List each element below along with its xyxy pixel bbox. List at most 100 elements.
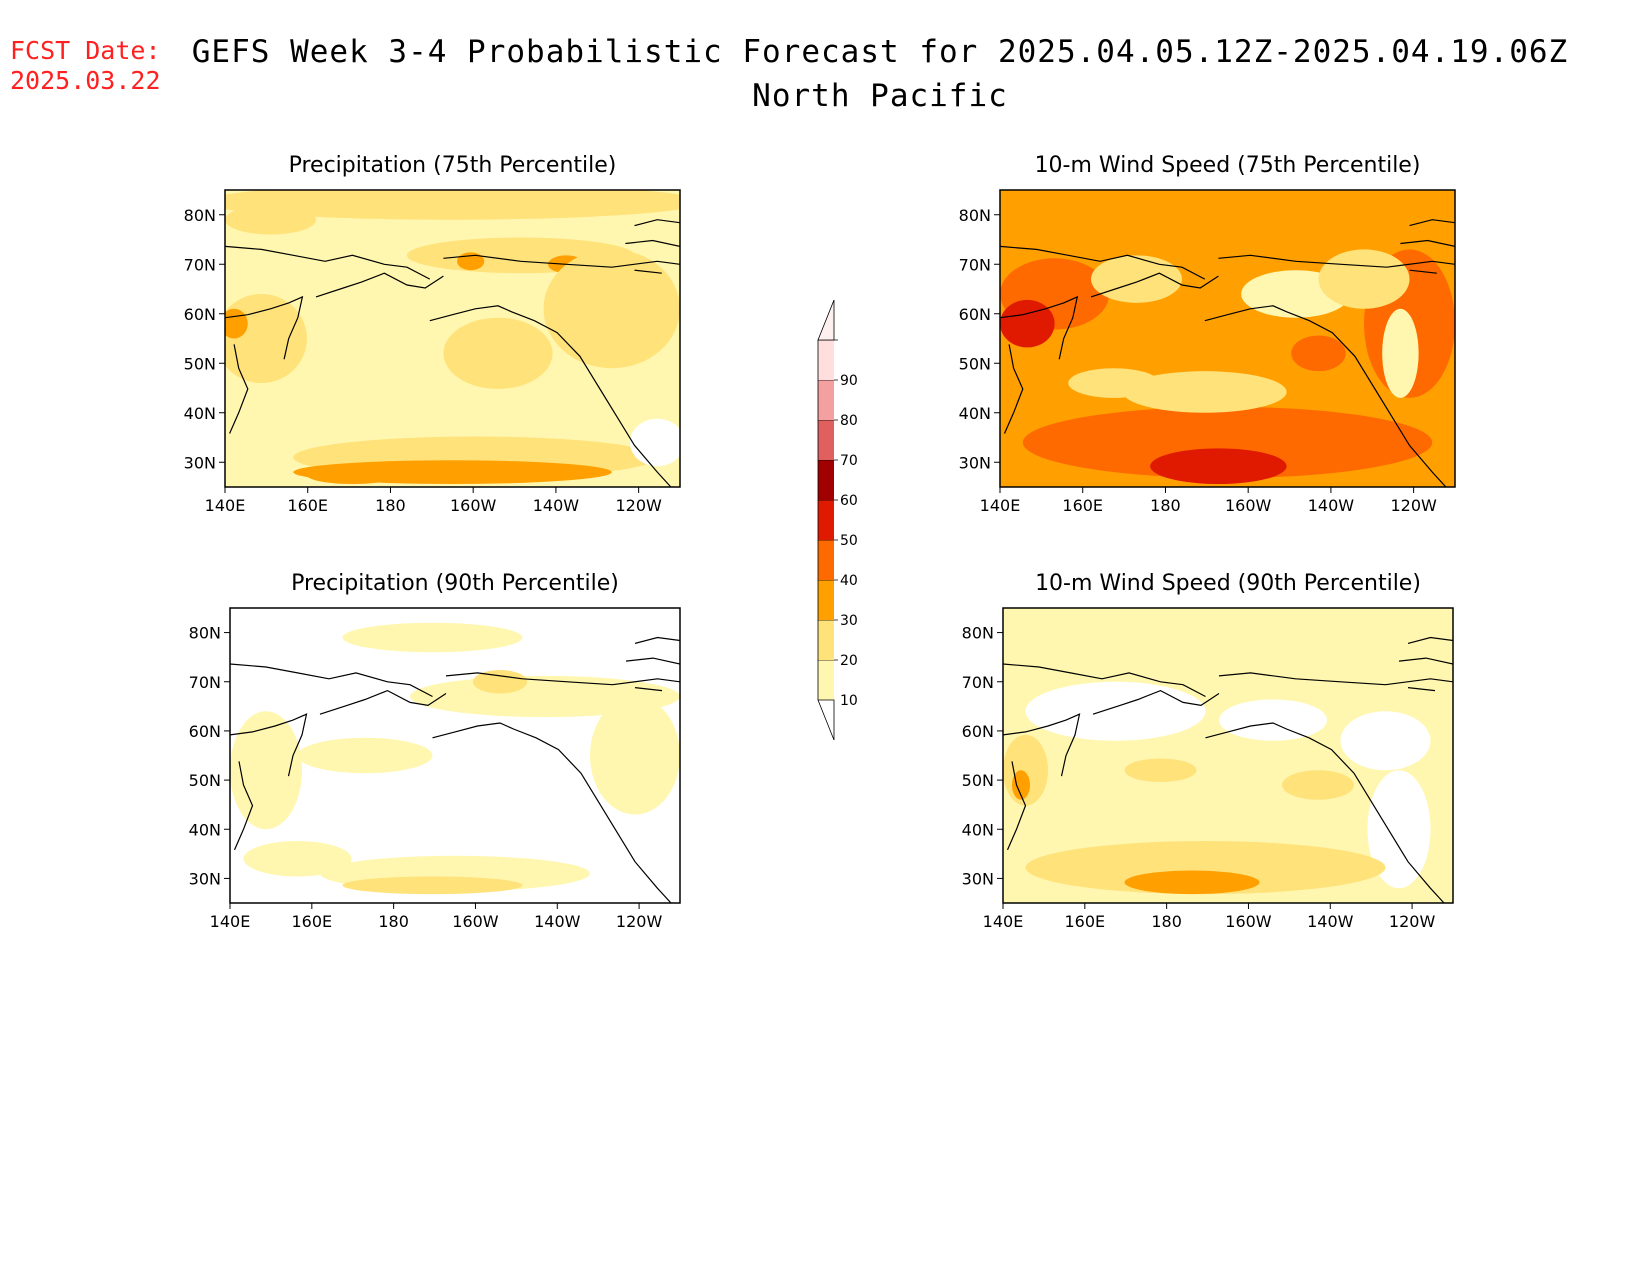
coastline	[1407, 636, 1453, 644]
figure-subtitle: North Pacific	[752, 78, 1008, 114]
lon-tick-label: 120W	[615, 496, 662, 515]
coastline	[625, 657, 680, 665]
lat-tick-label: 30N	[959, 453, 991, 472]
coastline	[225, 295, 304, 360]
map-panel-precip90: Precipitation (90th Percentile) 140E 160E 1…	[189, 571, 681, 931]
coastline	[319, 689, 447, 715]
lat-tick-label: 60N	[184, 305, 216, 324]
lat-tick-label: 60N	[189, 722, 221, 741]
coastline	[445, 672, 680, 686]
lon-tick-label: 140E	[205, 496, 246, 515]
coastline	[1218, 254, 1455, 268]
lat-tick-label: 80N	[189, 624, 221, 643]
map-shading	[1003, 608, 1453, 903]
coastline	[634, 269, 662, 274]
lat-tick-label: 70N	[189, 673, 221, 692]
lat-tick-label: 70N	[959, 255, 991, 274]
lon-tick-label: 180	[1151, 912, 1182, 931]
lon-tick-label: 140W	[1307, 912, 1354, 931]
lon-tick-label: 180	[1150, 496, 1181, 515]
map-shading	[225, 190, 680, 487]
coastline	[1218, 672, 1453, 686]
colorbar-segment	[818, 420, 834, 460]
coastline	[1407, 687, 1436, 692]
lat-tick-label: 50N	[959, 354, 991, 373]
lat-tick-label: 50N	[189, 771, 221, 790]
lon-tick-label: 160E	[291, 912, 332, 931]
lon-tick-label: 160W	[1225, 496, 1272, 515]
coastline	[1400, 239, 1455, 247]
lon-tick-label: 180	[375, 496, 406, 515]
lat-tick-label: 60N	[959, 305, 991, 324]
lon-tick-label: 140E	[980, 496, 1021, 515]
coastline	[625, 239, 680, 247]
map-frame	[999, 189, 1456, 488]
lat-tick-label: 30N	[962, 869, 994, 888]
panel-title: 10-m Wind Speed (75th Percentile)	[1035, 153, 1421, 178]
coastline	[1092, 689, 1220, 715]
coastline	[432, 722, 672, 903]
map-panel-precip75: Precipitation (75th Percentile) 140E 160E 1…	[184, 153, 681, 515]
lat-tick-label: 80N	[959, 206, 991, 225]
lon-tick-label: 160E	[1062, 496, 1103, 515]
coastline	[443, 254, 680, 268]
coastline	[634, 636, 680, 644]
lat-tick-label: 80N	[184, 206, 216, 225]
lat-tick-label: 80N	[962, 624, 994, 643]
coastline	[1409, 269, 1437, 274]
lat-tick-label: 70N	[962, 673, 994, 692]
lat-tick-label: 60N	[962, 722, 994, 741]
lon-tick-label: 160W	[452, 912, 499, 931]
map-panel-wind75: 10-m Wind Speed (75th Percentile) 140E 160…	[959, 153, 1456, 515]
map-panel-wind90: 10-m Wind Speed (90th Percentile) 140E 160…	[962, 571, 1454, 931]
lon-tick-label: 140W	[534, 912, 581, 931]
coastline	[1000, 245, 1206, 280]
map-frame	[229, 607, 681, 904]
lon-tick-label: 140W	[533, 496, 580, 515]
colorbar-label: 10	[840, 693, 858, 709]
lon-tick-label: 160E	[287, 496, 328, 515]
map-shading	[1000, 190, 1455, 487]
colorbar-label: 40	[840, 573, 858, 589]
colorbar-segment	[818, 500, 834, 540]
coastline	[1003, 663, 1206, 698]
coastline	[634, 219, 680, 227]
colorbar-label: 80	[840, 413, 858, 429]
forecast-date-value: 2025.03.22	[10, 66, 161, 95]
lon-tick-label: 140E	[210, 912, 251, 931]
coastline	[634, 687, 663, 692]
coastline	[230, 663, 433, 698]
lon-tick-label: 180	[378, 912, 409, 931]
colorbar-label: 50	[840, 533, 858, 549]
lon-tick-label: 160W	[450, 496, 497, 515]
lat-tick-label: 30N	[184, 453, 216, 472]
colorbar-segment	[818, 460, 834, 500]
lon-tick-label: 140W	[1308, 496, 1355, 515]
coastline	[1205, 722, 1445, 903]
coastline	[1006, 761, 1027, 851]
lon-tick-label: 160E	[1064, 912, 1105, 931]
lon-tick-label: 160W	[1225, 912, 1272, 931]
figure-title-block: GEFS Week 3-4 Probabilistic Forecast for…	[170, 30, 1590, 118]
lat-tick-label: 40N	[962, 820, 994, 839]
lat-tick-label: 40N	[959, 404, 991, 423]
lat-tick-label: 50N	[184, 354, 216, 373]
colorbar-segment	[818, 660, 834, 700]
colorbar-label: 20	[840, 653, 858, 669]
coastline	[1090, 272, 1219, 298]
colorbar-segment	[818, 540, 834, 580]
panel-title: Precipitation (75th Percentile)	[289, 153, 617, 178]
coastline	[233, 761, 254, 851]
panel-title: 10-m Wind Speed (90th Percentile)	[1035, 571, 1421, 596]
lat-tick-label: 40N	[189, 820, 221, 839]
colorbar: 10 20 30 40 50 60 70 80 90	[817, 299, 858, 741]
coastline	[429, 305, 672, 487]
coastline	[315, 272, 444, 298]
lon-tick-label: 120W	[1390, 496, 1437, 515]
lat-tick-label: 30N	[189, 869, 221, 888]
forecast-date-label: FCST Date:	[10, 36, 161, 65]
coastline	[1398, 657, 1453, 665]
colorbar-label: 60	[840, 493, 858, 509]
lat-tick-label: 70N	[184, 255, 216, 274]
